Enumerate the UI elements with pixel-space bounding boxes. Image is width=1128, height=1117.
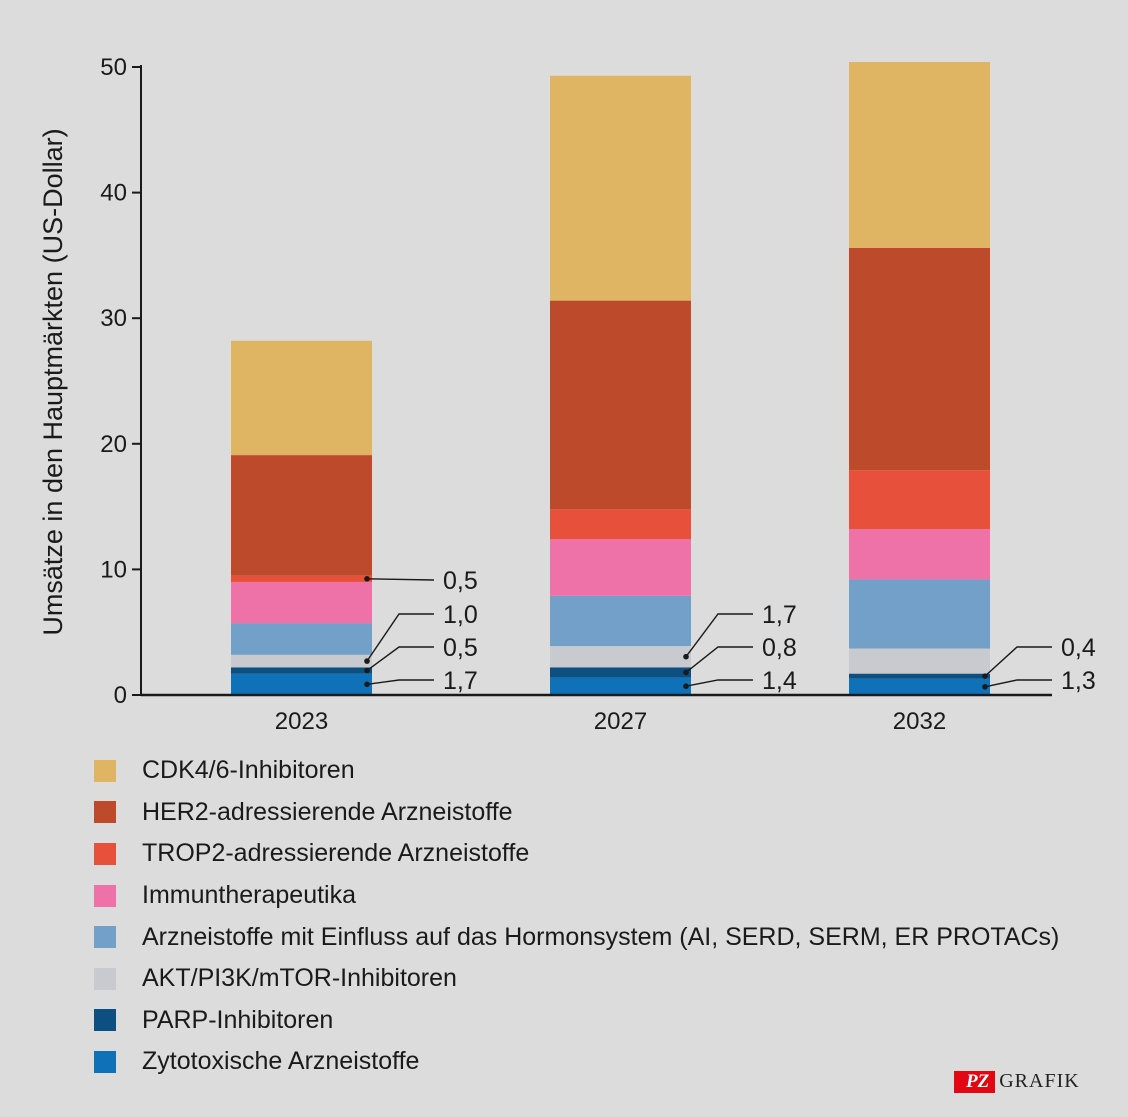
- data-label: 0,5: [443, 634, 478, 662]
- annotation-dot: [982, 684, 988, 690]
- bar-segment: [550, 539, 691, 596]
- bar-segment: [231, 654, 372, 668]
- y-tick-label: 10: [100, 556, 127, 583]
- legend-swatch: [94, 926, 116, 949]
- logo-badge: PZ: [954, 1070, 996, 1093]
- legend-swatch: [94, 1009, 116, 1032]
- data-label: 1,4: [762, 667, 797, 695]
- bar-segment: [849, 648, 990, 674]
- legend-label: HER2-adressierende Arzneistoffe: [142, 797, 513, 826]
- annotation-dot: [982, 673, 988, 679]
- y-tick-label: 30: [100, 305, 127, 332]
- legend-swatch: [94, 801, 116, 824]
- annotation-leader: [366, 578, 435, 581]
- bar-segment: [231, 667, 372, 674]
- bar-segment: [849, 470, 990, 530]
- data-label: 0,5: [443, 567, 478, 595]
- annotation-leader: [366, 679, 434, 686]
- pz-grafik-logo: PZ GRAFIK: [954, 1070, 1080, 1093]
- bar-segment: [550, 646, 691, 668]
- annotation-leader: [685, 679, 753, 687]
- bar-segment: [849, 579, 990, 649]
- bar-segment: [849, 529, 990, 580]
- annotation-dot: [364, 667, 370, 674]
- legend-item: PARP-Inhibitoren: [94, 1000, 1059, 1042]
- annotation-dot: [364, 576, 370, 582]
- data-label: 1,3: [1061, 667, 1096, 695]
- legend-item: Immuntherapeutika: [94, 875, 1059, 917]
- legend-item: HER2-adressierende Arzneistoffe: [94, 792, 1059, 834]
- bar-segment: [849, 673, 990, 679]
- legend-swatch: [94, 967, 116, 990]
- legend-label: AKT/PI3K/mTOR-Inhibitoren: [142, 964, 457, 993]
- legend: CDK4/6-Inhibitoren HER2-adressierende Arz…: [94, 750, 1059, 1083]
- bar-segment: [231, 340, 372, 456]
- legend-item: CDK4/6-Inhibitoren: [94, 750, 1059, 792]
- y-tick-label: 40: [100, 180, 127, 207]
- bar-segment: [231, 623, 372, 655]
- bar-segment: [231, 581, 372, 624]
- legend-label: Immuntherapeutika: [142, 881, 357, 910]
- annotation-leader: [366, 613, 434, 662]
- y-tick-label: 20: [100, 431, 127, 458]
- bar-segment: [550, 75, 691, 301]
- legend-item: TROP2-adressierende Arzneistoffe: [94, 833, 1059, 875]
- bar-segment: [550, 300, 691, 510]
- data-label: 1,0: [443, 601, 478, 629]
- y-tick-label: 0: [114, 682, 127, 709]
- annotation-dot: [683, 653, 689, 660]
- bar-segment: [550, 667, 691, 678]
- legend-swatch: [94, 759, 116, 782]
- legend-item: AKT/PI3K/mTOR-Inhibitoren: [94, 958, 1059, 1000]
- logo-text: GRAFIK: [999, 1070, 1080, 1092]
- stacked-bar-chart: 0 10 20 30 40 50 2023 2027 2032 0,5 1,0 0,5 1,7 1,7…: [38, 54, 1096, 735]
- y-tick-label: 50: [100, 54, 127, 81]
- bar-segment: [849, 678, 990, 695]
- annotation-dot: [683, 669, 689, 676]
- annotation-dot: [364, 681, 370, 688]
- data-label: 1,7: [443, 667, 478, 695]
- legend-label: Zytotoxische Arzneistoffe: [142, 1047, 420, 1076]
- legend-item: Arzneistoffe mit Einfluss auf das Hormon…: [94, 916, 1059, 958]
- annotation-dot: [364, 658, 370, 664]
- legend-swatch: [94, 842, 116, 865]
- y-axis-label: Umsätze in den Hauptmärkten (US-Dollar): [38, 128, 68, 635]
- x-tick-label: 2027: [594, 708, 647, 735]
- x-tick-label: 2023: [275, 708, 328, 735]
- x-tick-label: 2032: [893, 708, 946, 735]
- bar-segment: [550, 509, 691, 540]
- annotation-leader: [984, 679, 1052, 688]
- annotation-leader: [685, 613, 753, 658]
- bar-segment: [849, 247, 990, 471]
- bar-segment: [550, 595, 691, 647]
- legend-label: TROP2-adressierende Arzneistoffe: [142, 839, 530, 868]
- bar-segment: [231, 455, 372, 576]
- data-label: 0,4: [1061, 634, 1096, 662]
- bar-segment: [849, 61, 990, 248]
- legend-label: Arzneistoffe mit Einfluss auf das Hormon…: [142, 922, 1060, 951]
- annotation-leader: [984, 646, 1052, 677]
- annotation-leader: [685, 646, 753, 673]
- data-label: 1,7: [762, 601, 797, 629]
- legend-label: PARP-Inhibitoren: [142, 1005, 334, 1034]
- legend-item: Zytotoxische Arzneistoffe: [94, 1041, 1059, 1083]
- bar-segment: [231, 673, 372, 695]
- legend-label: CDK4/6-Inhibitoren: [142, 756, 355, 785]
- bar-segment: [231, 575, 372, 582]
- data-label: 0,8: [762, 634, 797, 662]
- legend-swatch: [94, 1050, 116, 1073]
- annotation-dot: [683, 683, 689, 690]
- bar-segment: [550, 677, 691, 695]
- annotation-leader: [366, 646, 434, 672]
- legend-swatch: [94, 884, 116, 907]
